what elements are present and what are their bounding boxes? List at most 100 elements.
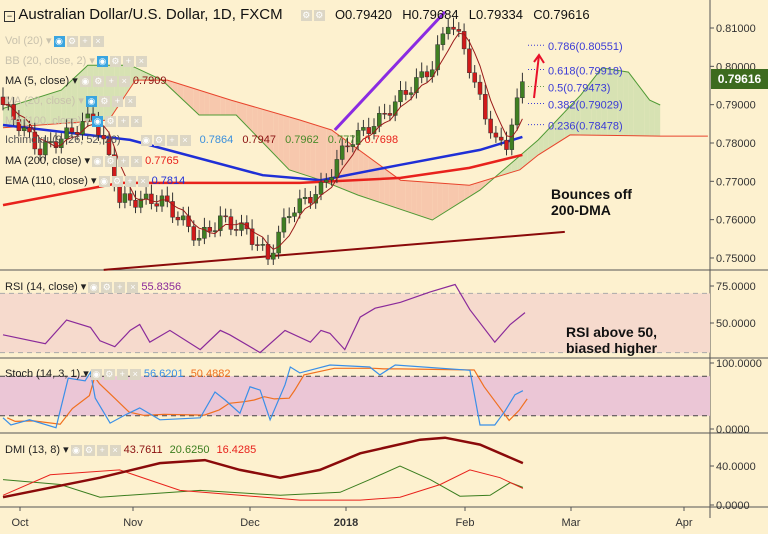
add-icon[interactable]: + <box>114 281 126 293</box>
close-icon[interactable]: × <box>137 175 149 187</box>
indicator-ema110[interactable]: EMA (110, close) ▾ ◉ ⚙ + × 0.7814 <box>5 175 186 187</box>
visibility-icon[interactable]: ◉ <box>70 444 82 456</box>
candle-body <box>514 97 520 126</box>
close-icon[interactable]: × <box>131 155 142 167</box>
candle-body <box>403 90 409 95</box>
time-tick-label: Dec <box>240 517 260 529</box>
candle-body <box>504 139 509 150</box>
ichimoku-cloud-segment <box>50 91 56 125</box>
close-icon[interactable]: × <box>129 368 141 380</box>
candle-body <box>377 113 382 127</box>
rsi-legend[interactable]: RSI (14, close) ▾ ◉ ⚙ + × 55.8356 <box>5 281 182 293</box>
ichimoku-cloud-segment <box>432 182 438 221</box>
indicator-vol[interactable]: Vol (20) ▾ ◉ ⚙ + × <box>5 34 104 47</box>
visibility-icon[interactable]: ◉ <box>53 35 65 47</box>
indicator-ma200[interactable]: MA (200, close) ▾ ◉ ⚙ + × 0.7765 <box>5 155 179 167</box>
candle-body <box>212 230 218 232</box>
stoch-legend[interactable]: Stoch (14, 3, 1) ▾ ◉ ⚙ + × 56.6201 50.4882 <box>5 368 231 380</box>
ichimoku-cloud-segment <box>538 134 544 155</box>
gear-icon[interactable]: ⚙ <box>83 444 95 456</box>
add-icon[interactable]: + <box>105 75 117 87</box>
close-icon[interactable]: × <box>124 95 136 107</box>
close-icon[interactable]: × <box>118 75 130 87</box>
dmi-legend[interactable]: DMI (13, 8) ▾ ◉ ⚙ + × 43.7611 20.6250 16.428… <box>5 444 257 456</box>
gear-icon[interactable]: ⚙ <box>153 134 165 146</box>
add-icon[interactable]: + <box>118 155 129 167</box>
gear-icon[interactable]: ⚙ <box>98 95 110 107</box>
visibility-icon[interactable]: ◉ <box>79 75 91 87</box>
candle-body <box>133 199 138 208</box>
visibility-icon[interactable]: ◉ <box>96 55 108 67</box>
gear-icon[interactable]: ⚙ <box>92 75 104 87</box>
gear-icon[interactable]: ⚙ <box>66 35 78 47</box>
ichimoku-cloud-segment <box>347 141 353 193</box>
candle-body <box>37 148 43 156</box>
candle-body <box>286 216 292 218</box>
gear-icon[interactable]: ⚙ <box>101 281 113 293</box>
collapse-icon[interactable]: − <box>4 11 15 22</box>
candle-body <box>419 71 424 78</box>
gear-icon[interactable]: ⚙ <box>103 368 115 380</box>
ichimoku-cloud-segment <box>230 100 237 116</box>
candle-body <box>80 121 85 135</box>
add-icon[interactable]: + <box>124 175 136 187</box>
add-icon[interactable]: + <box>111 95 123 107</box>
gear-icon[interactable]: ⚙ <box>313 9 325 21</box>
close-icon[interactable]: × <box>179 134 191 146</box>
ichimoku-cloud-segment <box>580 88 586 136</box>
add-icon[interactable]: + <box>166 134 178 146</box>
candle-body <box>329 177 334 181</box>
indicator-ma100[interactable]: MA (100, close) ▾ ◉ ⚙ + × <box>5 114 142 127</box>
ohlc-low: L0.79334 <box>468 7 524 22</box>
fib-level-label: 0.5(0.79473) <box>548 83 610 95</box>
ichimoku-cloud-segment <box>278 113 284 165</box>
add-icon[interactable]: + <box>116 368 128 380</box>
price-tick-label: 0.75000 <box>716 253 756 265</box>
close-icon[interactable]: × <box>127 281 139 293</box>
candle-body <box>149 193 154 204</box>
visibility-icon[interactable]: ◉ <box>140 134 152 146</box>
close-icon[interactable]: × <box>131 115 142 127</box>
ema110-line <box>2 153 523 207</box>
ichimoku-cloud-segment <box>199 90 205 116</box>
visibility-icon[interactable]: ◉ <box>92 115 103 127</box>
gear-icon[interactable]: ⚙ <box>109 55 121 67</box>
ichimoku-value: 0.7864 <box>199 134 234 146</box>
stoch-d-value: 50.4882 <box>190 368 231 380</box>
visibility-icon[interactable]: ◉ <box>85 95 97 107</box>
visibility-icon[interactable]: ◉ <box>88 281 100 293</box>
ohlc-open: O0.79420 <box>334 7 393 22</box>
settings-icon[interactable]: ⚙ <box>300 9 312 21</box>
time-tick-label: Nov <box>123 517 143 529</box>
close-icon[interactable]: × <box>92 35 104 47</box>
annotation-main: Bounces off 200-DMA <box>551 186 632 218</box>
candle-body <box>64 127 69 140</box>
visibility-icon[interactable]: ◉ <box>98 175 110 187</box>
ichimoku-cloud-segment <box>639 86 645 136</box>
candle-body <box>382 113 387 115</box>
visibility-icon[interactable]: ◉ <box>92 155 103 167</box>
gear-icon[interactable]: ⚙ <box>105 155 116 167</box>
ma5-value: 0.7909 <box>132 75 167 87</box>
indicator-bb[interactable]: BB (20, close, 2) ▾ ◉ ⚙ + × <box>5 54 147 67</box>
close-icon[interactable]: × <box>109 444 121 456</box>
indicator-ma20[interactable]: MA (20, close) ▾ ◉ ⚙ + × <box>5 94 136 107</box>
gear-icon[interactable]: ⚙ <box>105 115 116 127</box>
ichimoku-value: 0.7698 <box>364 134 399 146</box>
gear-icon[interactable]: ⚙ <box>111 175 123 187</box>
add-icon[interactable]: + <box>96 444 108 456</box>
indicator-ma5[interactable]: MA (5, close) ▾ ◉ ⚙ + × 0.7909 <box>5 75 167 87</box>
ichimoku-cloud-segment <box>506 162 512 174</box>
candle-body <box>520 81 525 99</box>
add-icon[interactable]: + <box>122 55 134 67</box>
add-icon[interactable]: + <box>118 115 129 127</box>
add-icon[interactable]: + <box>79 35 91 47</box>
visibility-icon[interactable]: ◉ <box>90 368 102 380</box>
candle-body <box>74 131 80 135</box>
up-arrow-icon-head <box>533 53 545 64</box>
indicator-ichimoku[interactable]: Ichimoku (9, 26, 52, 26) ◉ ⚙ + × 0.7864 0.79… <box>5 134 399 146</box>
candle-body <box>48 141 53 143</box>
ichimoku-cloud-segment <box>172 81 178 96</box>
close-icon[interactable]: × <box>135 55 147 67</box>
